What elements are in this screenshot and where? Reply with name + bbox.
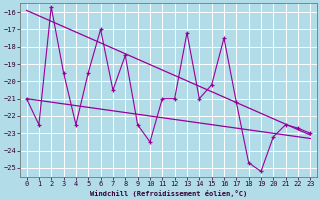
X-axis label: Windchill (Refroidissement éolien,°C): Windchill (Refroidissement éolien,°C) <box>90 190 247 197</box>
